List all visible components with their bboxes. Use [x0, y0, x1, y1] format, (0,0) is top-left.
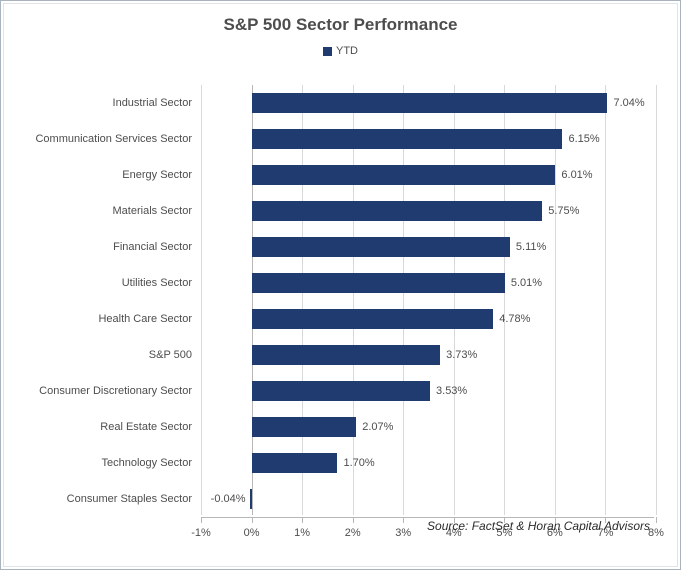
- value-label: 7.04%: [613, 97, 644, 109]
- bar: [252, 453, 338, 473]
- category-label: Consumer Discretionary Sector: [39, 385, 192, 397]
- category-label: Financial Sector: [113, 241, 192, 253]
- legend-swatch: [323, 47, 332, 56]
- x-axis-line: [201, 517, 654, 518]
- category-label: Real Estate Sector: [100, 421, 192, 433]
- grid-line: [656, 85, 657, 515]
- bar: [252, 237, 510, 257]
- value-label: 3.53%: [436, 385, 467, 397]
- grid-line: [302, 85, 303, 515]
- category-label: Materials Sector: [113, 205, 192, 217]
- value-label: 5.11%: [516, 241, 546, 253]
- category-label: Consumer Staples Sector: [67, 493, 192, 505]
- x-tick-label: 3%: [395, 527, 411, 539]
- bar: [252, 417, 357, 437]
- legend-label: YTD: [336, 45, 358, 57]
- bar: [252, 345, 441, 365]
- value-label: 6.15%: [568, 133, 599, 145]
- grid-line: [504, 85, 505, 515]
- value-label: 1.70%: [344, 457, 375, 469]
- source-attribution: Source: FactSet & Horan Capital Advisors: [427, 519, 650, 533]
- category-label: Communication Services Sector: [35, 133, 192, 145]
- value-label: -0.04%: [211, 493, 250, 505]
- plot-area: -1%0%1%2%3%4%5%6%7%8%7.04%6.15%6.01%5.75…: [201, 85, 654, 515]
- bar: [252, 129, 563, 149]
- value-label: 2.07%: [362, 421, 393, 433]
- x-tick-label: 2%: [345, 527, 361, 539]
- tick-mark: [656, 517, 657, 523]
- bar: [252, 201, 543, 221]
- legend: YTD: [1, 45, 680, 57]
- category-label: Energy Sector: [122, 169, 192, 181]
- value-label: 3.73%: [446, 349, 477, 361]
- category-label: Industrial Sector: [113, 97, 192, 109]
- grid-line: [454, 85, 455, 515]
- bar: [252, 309, 494, 329]
- grid-line: [605, 85, 606, 515]
- value-label: 4.78%: [499, 313, 530, 325]
- grid-line: [353, 85, 354, 515]
- grid-line: [201, 85, 202, 515]
- category-label: Health Care Sector: [98, 313, 192, 325]
- x-tick-label: 0%: [244, 527, 260, 539]
- grid-line: [403, 85, 404, 515]
- chart-title: S&P 500 Sector Performance: [1, 15, 680, 35]
- bar: [252, 93, 608, 113]
- bar: [250, 489, 252, 509]
- grid-line: [555, 85, 556, 515]
- category-label: Utilities Sector: [122, 277, 192, 289]
- x-tick-label: 8%: [648, 527, 664, 539]
- value-label: 5.01%: [511, 277, 542, 289]
- bar: [252, 165, 556, 185]
- bar: [252, 273, 505, 293]
- value-label: 5.75%: [548, 205, 579, 217]
- x-tick-label: -1%: [191, 527, 211, 539]
- bar: [252, 381, 430, 401]
- category-label: Technology Sector: [102, 457, 193, 469]
- grid-line: [252, 85, 253, 515]
- category-label: S&P 500: [149, 349, 192, 361]
- x-tick-label: 1%: [294, 527, 310, 539]
- value-label: 6.01%: [561, 169, 592, 181]
